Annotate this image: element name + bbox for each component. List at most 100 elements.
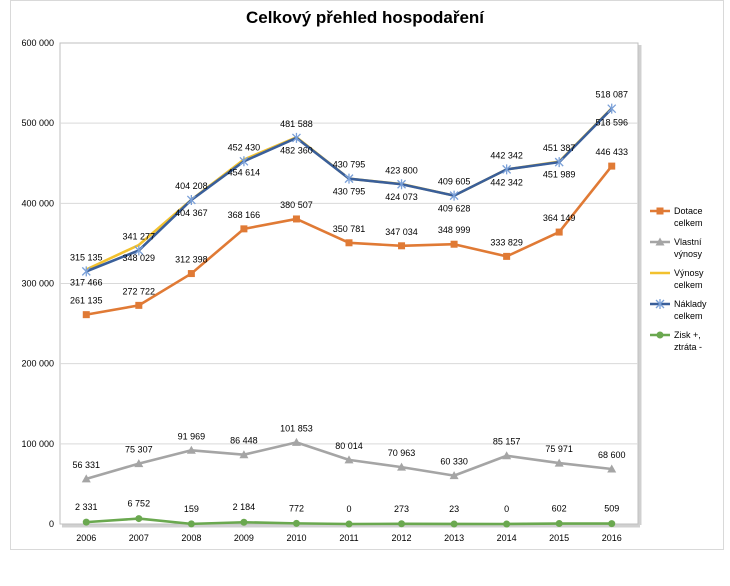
data-label: 60 330 bbox=[440, 457, 468, 467]
data-marker bbox=[607, 103, 617, 114]
y-tick-label: 100 000 bbox=[21, 439, 54, 449]
data-label: 333 829 bbox=[490, 237, 523, 247]
data-marker bbox=[608, 162, 616, 170]
data-label: 101 853 bbox=[280, 423, 313, 433]
legend-label: celkem bbox=[674, 218, 703, 228]
y-tick-label: 200 000 bbox=[21, 359, 54, 369]
data-label: 509 bbox=[604, 504, 619, 514]
legend-label: celkem bbox=[674, 311, 703, 321]
data-label: 315 135 bbox=[70, 252, 103, 262]
data-marker bbox=[291, 132, 301, 143]
legend-label: celkem bbox=[674, 280, 703, 290]
legend-label: Výnosy bbox=[674, 268, 704, 278]
data-marker bbox=[186, 194, 196, 205]
data-label: 91 969 bbox=[178, 431, 206, 441]
data-marker bbox=[607, 464, 617, 473]
data-marker bbox=[502, 451, 512, 460]
data-label: 424 073 bbox=[385, 192, 418, 202]
data-marker bbox=[186, 445, 196, 454]
data-label: 159 bbox=[184, 504, 199, 514]
data-label: 451 387 bbox=[543, 143, 576, 153]
data-label: 85 157 bbox=[493, 437, 521, 447]
data-label: 2 331 bbox=[75, 502, 98, 512]
data-label: 272 722 bbox=[123, 286, 156, 296]
chart-title: Celkový přehled hospodaření bbox=[245, 8, 485, 27]
data-marker bbox=[655, 299, 665, 309]
data-marker bbox=[187, 270, 195, 278]
data-marker bbox=[81, 266, 91, 277]
data-marker bbox=[554, 157, 564, 168]
y-tick-label: 0 bbox=[49, 519, 54, 529]
data-marker bbox=[502, 164, 512, 175]
data-marker bbox=[656, 207, 664, 215]
data-label: 23 bbox=[449, 504, 459, 514]
y-tick-label: 300 000 bbox=[21, 279, 54, 289]
legend-label: Vlastní bbox=[674, 237, 702, 247]
data-label: 2 184 bbox=[233, 502, 256, 512]
y-tick-label: 400 000 bbox=[21, 198, 54, 208]
data-label: 368 166 bbox=[228, 210, 261, 220]
data-label: 75 971 bbox=[545, 444, 573, 454]
data-label: 423 800 bbox=[385, 165, 418, 175]
data-label: 70 963 bbox=[388, 448, 416, 458]
data-label: 350 781 bbox=[333, 224, 366, 234]
data-label: 452 430 bbox=[228, 142, 261, 152]
x-tick-label: 2009 bbox=[234, 533, 254, 543]
data-marker bbox=[397, 462, 407, 471]
data-label: 442 342 bbox=[490, 150, 523, 160]
data-marker bbox=[503, 520, 511, 528]
data-marker bbox=[240, 518, 248, 526]
x-tick-label: 2007 bbox=[129, 533, 149, 543]
data-marker bbox=[449, 190, 459, 201]
data-marker bbox=[398, 520, 406, 528]
data-marker bbox=[656, 331, 664, 339]
data-label: 0 bbox=[346, 504, 351, 514]
data-label: 261 135 bbox=[70, 296, 103, 306]
data-label: 341 277 bbox=[123, 231, 156, 241]
data-marker bbox=[292, 519, 300, 527]
x-tick-label: 2015 bbox=[549, 533, 569, 543]
data-label: 442 342 bbox=[490, 177, 523, 187]
data-label: 602 bbox=[552, 504, 567, 514]
data-marker bbox=[397, 179, 407, 190]
data-label: 348 029 bbox=[123, 253, 156, 263]
data-label: 404 208 bbox=[175, 181, 208, 191]
legend-label: ztráta - bbox=[674, 342, 702, 352]
data-label: 273 bbox=[394, 504, 409, 514]
data-marker bbox=[345, 239, 353, 247]
data-label: 481 588 bbox=[280, 119, 313, 129]
data-marker bbox=[344, 173, 354, 184]
data-marker bbox=[344, 455, 354, 464]
data-marker bbox=[450, 520, 458, 528]
data-label: 80 014 bbox=[335, 441, 363, 451]
data-marker bbox=[554, 458, 564, 467]
data-marker bbox=[135, 301, 143, 309]
data-label: 56 331 bbox=[73, 460, 101, 470]
data-label: 312 398 bbox=[175, 255, 208, 265]
legend-label: výnosy bbox=[674, 249, 703, 259]
data-label: 68 600 bbox=[598, 450, 626, 460]
data-label: 317 466 bbox=[70, 277, 103, 287]
data-label: 446 433 bbox=[595, 147, 628, 157]
y-tick-label: 600 000 bbox=[21, 38, 54, 48]
data-label: 518 596 bbox=[595, 117, 628, 127]
data-label: 518 087 bbox=[595, 90, 628, 100]
data-marker bbox=[134, 459, 144, 468]
x-tick-label: 2011 bbox=[339, 533, 358, 543]
data-marker bbox=[292, 215, 300, 223]
data-label: 6 752 bbox=[128, 499, 151, 509]
data-label: 409 605 bbox=[438, 177, 471, 187]
data-marker bbox=[655, 237, 665, 246]
x-tick-label: 2006 bbox=[76, 533, 96, 543]
data-label: 348 999 bbox=[438, 225, 471, 235]
data-label: 451 989 bbox=[543, 170, 576, 180]
data-marker bbox=[239, 450, 249, 459]
legend-label: Náklady bbox=[674, 299, 707, 309]
data-marker bbox=[450, 240, 458, 248]
data-marker bbox=[555, 228, 563, 236]
data-marker bbox=[187, 520, 195, 528]
data-label: 482 360 bbox=[280, 145, 313, 155]
x-tick-label: 2013 bbox=[444, 533, 464, 543]
x-tick-label: 2008 bbox=[181, 533, 201, 543]
